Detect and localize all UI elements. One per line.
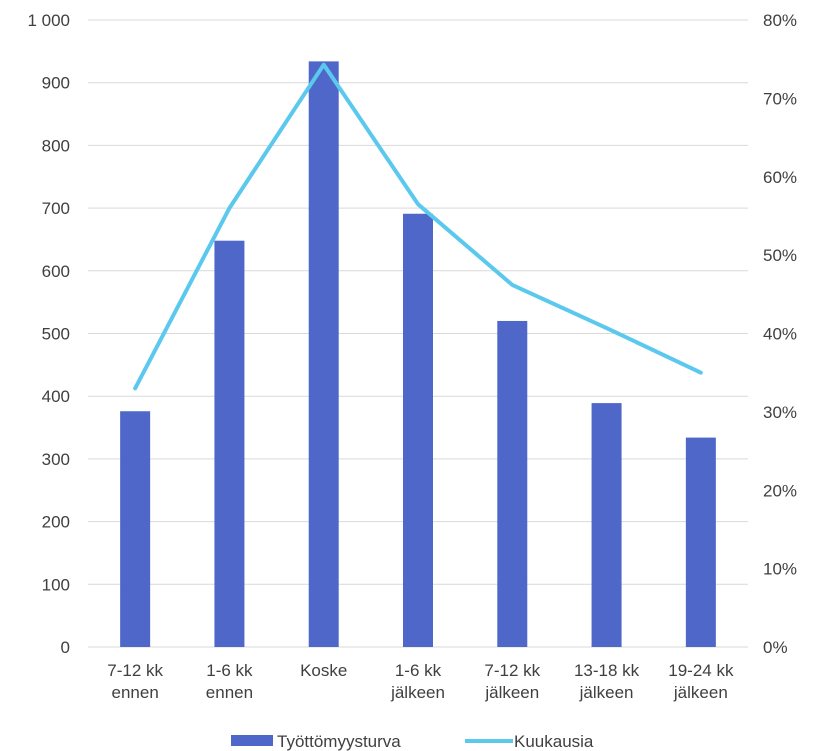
bar [214,240,245,648]
bar [120,411,151,647]
left-axis-tick-label: 500 [42,325,70,344]
right-axis-tick-label: 20% [763,481,797,500]
right-axis-tick-label: 60% [763,168,797,187]
left-axis-tick-label: 900 [42,74,70,93]
left-axis-tick-labels: 0 100 200 300 400 500 600 700 800 900 1 000 [27,11,70,657]
bar [497,320,528,647]
right-axis-tick-label: 70% [763,89,797,108]
left-axis-tick-label: 600 [42,262,70,281]
legend-line-label: Kuukausia [514,732,594,751]
x-axis-tick-label: 1-6 kk jälkeen [390,661,445,702]
left-axis-tick-label: 400 [42,387,70,406]
bar [685,437,716,647]
left-axis-tick-label: 700 [42,199,70,218]
x-axis-tick-label: 7-12 kk jälkeen [484,661,540,702]
x-axis-tick-label: 19-24 kk jälkeen [668,661,734,702]
x-axis-tick-label: 7-12 kk ennen [107,661,163,702]
legend-bar-swatch [231,735,273,746]
left-axis-tick-label: 800 [42,136,70,155]
right-axis-tick-labels: 0% 10% 20% 30% 40% 50% 60% 70% 80% [763,11,797,657]
right-axis-tick-label: 40% [763,325,797,344]
right-axis-tick-label: 0% [763,638,788,657]
left-axis-tick-label: 0 [61,638,70,657]
x-axis-tick-label: 1-6 kk ennen [206,661,253,702]
legend-bar-label: Työttömyysturva [277,732,401,751]
left-axis-tick-label: 200 [42,513,70,532]
legend: Työttömyysturva Kuukausia [231,732,594,751]
left-axis-tick-label: 300 [42,450,70,469]
x-axis-tick-label: 13-18 kk jälkeen [574,661,640,702]
x-axis-tick-labels: 7-12 kk ennen 1-6 kk ennen Koske 1-6 kk jälkee… [107,661,734,702]
x-axis-tick-label: Koske [300,661,347,680]
right-axis-tick-label: 50% [763,246,797,265]
bar-series [120,61,716,648]
left-axis-tick-label: 100 [42,575,70,594]
bar [591,403,622,647]
right-axis-tick-label: 80% [763,11,797,30]
right-axis-tick-label: 10% [763,560,797,579]
bar [403,213,433,648]
bar [308,61,339,647]
left-axis-tick-label: 1 000 [27,11,70,30]
line-series [133,62,703,391]
right-axis-tick-label: 30% [763,403,797,422]
